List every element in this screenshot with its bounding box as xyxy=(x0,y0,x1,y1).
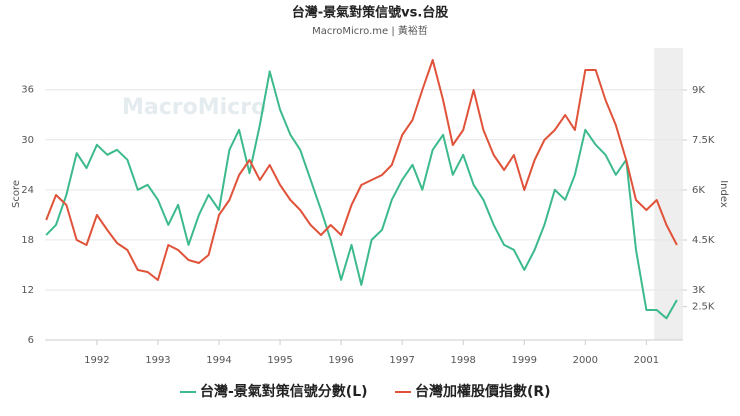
y-axis-label: Score xyxy=(11,180,22,208)
x-tick-label: 1998 xyxy=(450,355,475,366)
y2-tick-label: 9K xyxy=(692,85,705,96)
x-tick-label: 1999 xyxy=(512,355,537,366)
y-tick-label: 30 xyxy=(21,135,34,146)
x-tick-label: 1995 xyxy=(267,355,292,366)
series-line xyxy=(45,59,678,281)
series-line xyxy=(45,70,678,320)
legend-label: 台灣加權股價指數(R) xyxy=(415,383,551,400)
y-tick-label: 18 xyxy=(21,235,34,246)
y2-tick-label: 4.5K xyxy=(692,235,715,246)
watermark: MacroMicro xyxy=(122,95,266,120)
x-tick-label: 2001 xyxy=(634,355,659,366)
chart-title: 台灣-景氣對策信號vs.台股 xyxy=(292,5,449,21)
y-tick-label: 6 xyxy=(28,335,34,346)
legend-label: 台灣-景氣對策信號分數(L) xyxy=(200,383,368,400)
x-tick-label: 1994 xyxy=(206,355,231,366)
x-tick-label: 1997 xyxy=(389,355,414,366)
y2-tick-label: 6K xyxy=(692,185,705,196)
y2-axis-label: Index xyxy=(718,180,729,208)
y-tick-label: 12 xyxy=(21,285,34,296)
y-tick-label: 36 xyxy=(21,85,34,96)
x-tick-label: 1992 xyxy=(84,355,109,366)
y2-tick-label: 2.5K xyxy=(692,302,715,313)
x-tick-label: 2000 xyxy=(573,355,598,366)
y2-tick-label: 3K xyxy=(692,285,705,296)
highlight-band xyxy=(654,48,683,340)
chart-subtitle: MacroMicro.me | 黃裕哲 xyxy=(312,24,428,37)
y2-tick-label: 7.5K xyxy=(692,135,715,146)
x-tick-label: 1993 xyxy=(145,355,170,366)
x-tick-label: 1996 xyxy=(328,355,353,366)
y-tick-label: 24 xyxy=(21,185,34,196)
